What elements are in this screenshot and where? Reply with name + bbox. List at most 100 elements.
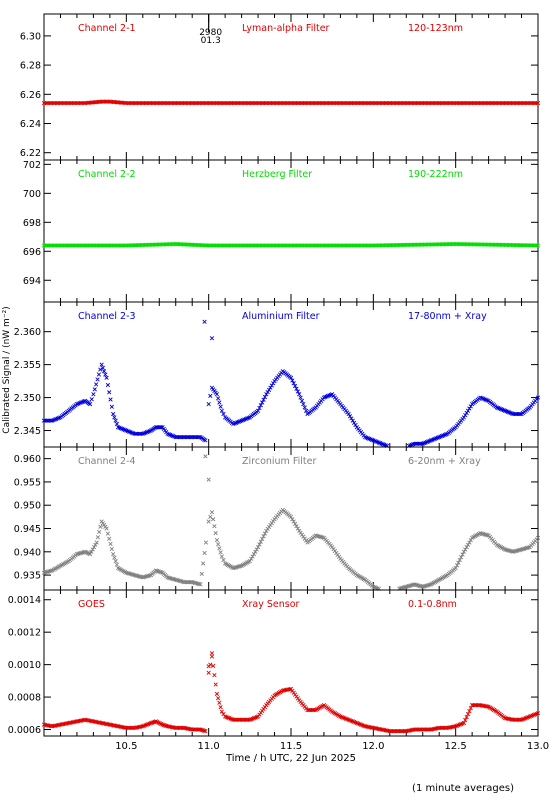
x-tick-label: 11.5 (280, 741, 302, 752)
data-point (461, 415, 467, 420)
data-point (109, 546, 114, 552)
data-point (91, 545, 97, 550)
y-tick-label: 700 (23, 189, 41, 200)
panel-2: 694 696 698 700 702 Channel 2-2 Herzberg Filte… (23, 159, 541, 303)
data-point (463, 413, 468, 418)
y-tick-label: 0.935 (14, 571, 41, 582)
data-point (214, 691, 220, 696)
data-point (485, 704, 490, 709)
data-point (103, 372, 108, 377)
data-point (292, 383, 298, 389)
data-point (218, 404, 223, 409)
data-point (295, 526, 300, 531)
y-tick-label: 702 (23, 160, 41, 171)
panel-label: 6-20nm + Xray (408, 456, 481, 467)
data-point (206, 670, 211, 675)
data-point (104, 526, 109, 531)
data-point (89, 549, 94, 554)
annotation-label: 01.3 (201, 36, 221, 46)
data-point (221, 411, 226, 417)
data-point (94, 540, 99, 545)
data-point (288, 375, 294, 380)
data-point (534, 243, 539, 248)
y-tick-label: 0.950 (14, 501, 41, 512)
data-point (346, 411, 351, 417)
data-point (212, 524, 217, 529)
y-tick-label: 2.350 (14, 393, 41, 404)
data-point (217, 400, 222, 405)
y-tick-label: 0.0014 (8, 595, 41, 606)
data-point (535, 100, 541, 106)
data-point (320, 535, 325, 540)
data-point (200, 728, 206, 733)
data-point (258, 539, 263, 544)
data-point (217, 546, 222, 551)
data-point (257, 542, 262, 547)
data-point (461, 720, 467, 726)
data-point (202, 728, 207, 733)
data-point (216, 396, 221, 401)
data-point (465, 408, 471, 413)
data-point (97, 529, 102, 535)
data-point (535, 535, 541, 540)
data-point (101, 369, 107, 374)
data-point (89, 397, 94, 402)
data-point (464, 714, 469, 720)
data-point (290, 517, 295, 522)
data-point (461, 549, 467, 554)
data-point (111, 411, 116, 417)
data-point (217, 700, 222, 705)
panel-label: 120-123nm (408, 23, 463, 34)
data-point (218, 550, 223, 555)
x-tick-label: 10.5 (115, 741, 137, 752)
data-point (518, 411, 523, 417)
x-tick-label: 11.0 (198, 741, 220, 752)
data-point (265, 389, 270, 395)
data-point (294, 524, 299, 529)
data-point (213, 531, 218, 536)
data-point (456, 560, 461, 565)
data-point (349, 416, 354, 421)
data-point (347, 414, 353, 419)
data-point (468, 404, 473, 409)
data-point (108, 397, 113, 402)
data-point (261, 534, 266, 539)
data-point (294, 386, 299, 391)
data-point (299, 398, 305, 403)
data-point (98, 524, 103, 529)
panel-label: Herzberg Filter (242, 169, 312, 180)
data-point (266, 387, 272, 392)
data-point (261, 397, 266, 402)
data-point (114, 562, 119, 567)
data-point (203, 729, 208, 734)
data-point (219, 554, 224, 559)
y-tick-label: 6.22 (20, 148, 41, 159)
data-point (467, 709, 472, 714)
y-tick-label: 6.26 (20, 90, 41, 101)
data-point (221, 557, 226, 563)
data-point (291, 381, 296, 386)
data-point (463, 547, 468, 552)
panel-4: 0.935 0.940 0.945 0.950 0.955 0.960 Channel 2-… (14, 446, 541, 592)
data-point (485, 532, 490, 538)
data-point (253, 549, 258, 554)
data-point (302, 405, 307, 410)
data-point (454, 563, 460, 568)
data-point (292, 521, 298, 526)
data-point (350, 418, 355, 423)
data-point (464, 545, 469, 550)
data-point (260, 400, 265, 405)
data-point (99, 362, 104, 367)
data-point (109, 404, 114, 409)
y-axis-title: Calibrated Signal / (nW m⁻²) (2, 306, 12, 433)
data-point (459, 555, 464, 560)
panel-3: 2.345 2.350 2.355 2.360 Channel 2-3 Aluminium… (14, 301, 541, 449)
data-point (91, 392, 96, 397)
data-point (206, 402, 211, 407)
data-point (291, 519, 296, 524)
data-point (264, 392, 269, 397)
data-point (161, 722, 166, 728)
panel-label: 17-80nm + Xray (408, 311, 487, 322)
data-point (87, 552, 93, 557)
data-point (148, 720, 154, 726)
